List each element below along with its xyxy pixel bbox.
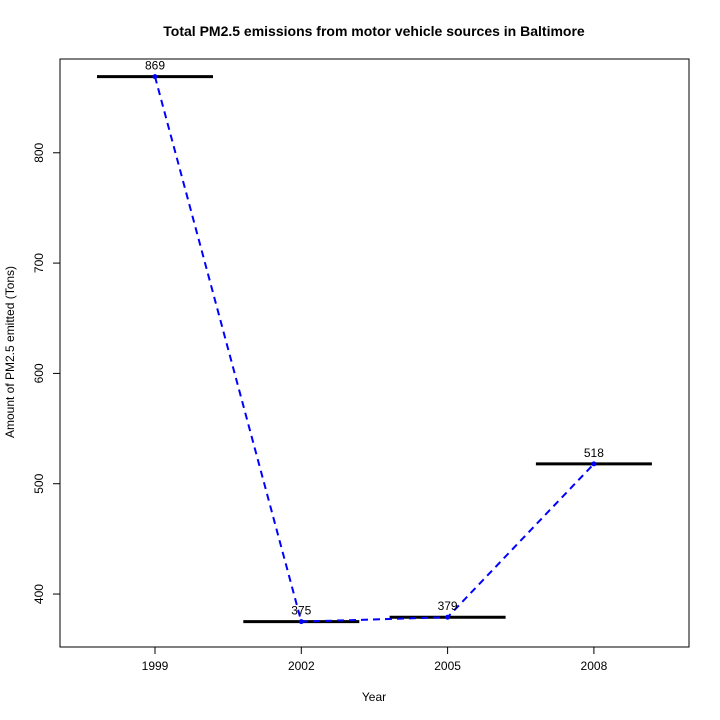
x-axis-label: Year — [362, 690, 386, 704]
y-tick-label: 600 — [32, 363, 46, 383]
x-tick-label: 2002 — [288, 659, 315, 673]
data-label: 379 — [438, 599, 458, 613]
data-point — [152, 74, 158, 80]
series-line — [154, 76, 595, 623]
y-tick-label: 400 — [32, 584, 46, 604]
y-axis: 400 500 600 700 800 — [32, 142, 61, 604]
y-axis-label: Amount of PM2.5 emitted (Tons) — [3, 266, 17, 438]
data-label: 375 — [291, 604, 311, 618]
x-axis: 1999 2002 2005 2008 — [142, 646, 608, 673]
data-point — [445, 614, 451, 620]
data-label: 518 — [584, 446, 604, 460]
data-point — [298, 619, 304, 625]
x-tick-label: 2008 — [581, 659, 608, 673]
x-tick-label: 2005 — [434, 659, 461, 673]
data-label: 869 — [145, 59, 165, 73]
y-tick-label: 500 — [32, 473, 46, 493]
series-group — [152, 74, 597, 625]
y-tick-label: 700 — [32, 253, 46, 273]
data-point — [591, 461, 597, 467]
data-labels: 869 375 379 518 — [145, 59, 604, 618]
chart-title: Total PM2.5 emissions from motor vehicle… — [163, 23, 585, 39]
y-tick-label: 800 — [32, 142, 46, 162]
x-tick-label: 1999 — [142, 659, 169, 673]
